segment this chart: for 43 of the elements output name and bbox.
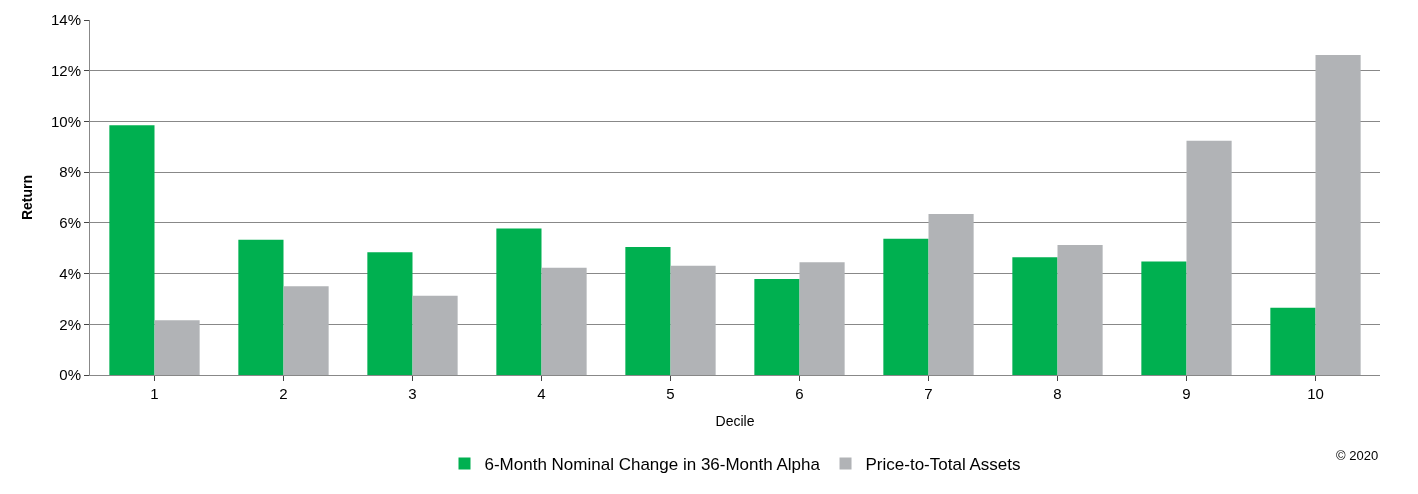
x-tick-label: 9 (1182, 385, 1191, 402)
y-tick-label: 6% (59, 214, 81, 232)
bar (1270, 307, 1316, 375)
y-tick-label: 2% (59, 315, 81, 333)
y-tick-label: 12% (50, 61, 81, 79)
y-tick-label: 0% (59, 366, 81, 384)
x-tick-label: 2 (279, 385, 288, 402)
y-tick-label: 14% (50, 11, 81, 29)
bar (754, 278, 800, 375)
x-tick-label: 3 (408, 385, 417, 402)
x-tick-label: 7 (924, 385, 933, 402)
legend-label: 6-Month Nominal Change in 36-Month Alpha (484, 455, 821, 475)
bar (412, 295, 458, 375)
x-tick-label: 1 (150, 385, 159, 402)
bar (670, 265, 716, 375)
bar (238, 239, 284, 375)
text: © 2020 (1336, 448, 1379, 463)
x-axis-title: Decile (715, 413, 755, 430)
y-tick-label: 8% (59, 163, 81, 181)
bar (799, 262, 845, 375)
bar (928, 213, 974, 375)
bar (1141, 261, 1187, 375)
x-tick-label: 6 (795, 385, 804, 402)
x-tick-label: 4 (537, 385, 546, 402)
bar (109, 125, 155, 375)
bar (883, 238, 929, 375)
bar (496, 228, 542, 375)
y-tick-label: 10% (50, 112, 81, 130)
bar (283, 286, 329, 375)
x-tick-label: 8 (1053, 385, 1062, 402)
bar (541, 267, 587, 375)
legend-label: Price-to-Total Assets (865, 455, 1021, 475)
bar (1057, 244, 1103, 375)
bar (1012, 257, 1058, 375)
bar (1186, 140, 1232, 375)
bar (367, 252, 413, 375)
x-tick-label: 10 (1307, 385, 1324, 402)
y-axis-title: Return (18, 174, 35, 221)
bar (154, 320, 200, 375)
bar (625, 246, 671, 375)
x-tick-label: 5 (666, 385, 675, 402)
y-tick-label: 4% (59, 264, 81, 282)
bar (1315, 54, 1361, 375)
